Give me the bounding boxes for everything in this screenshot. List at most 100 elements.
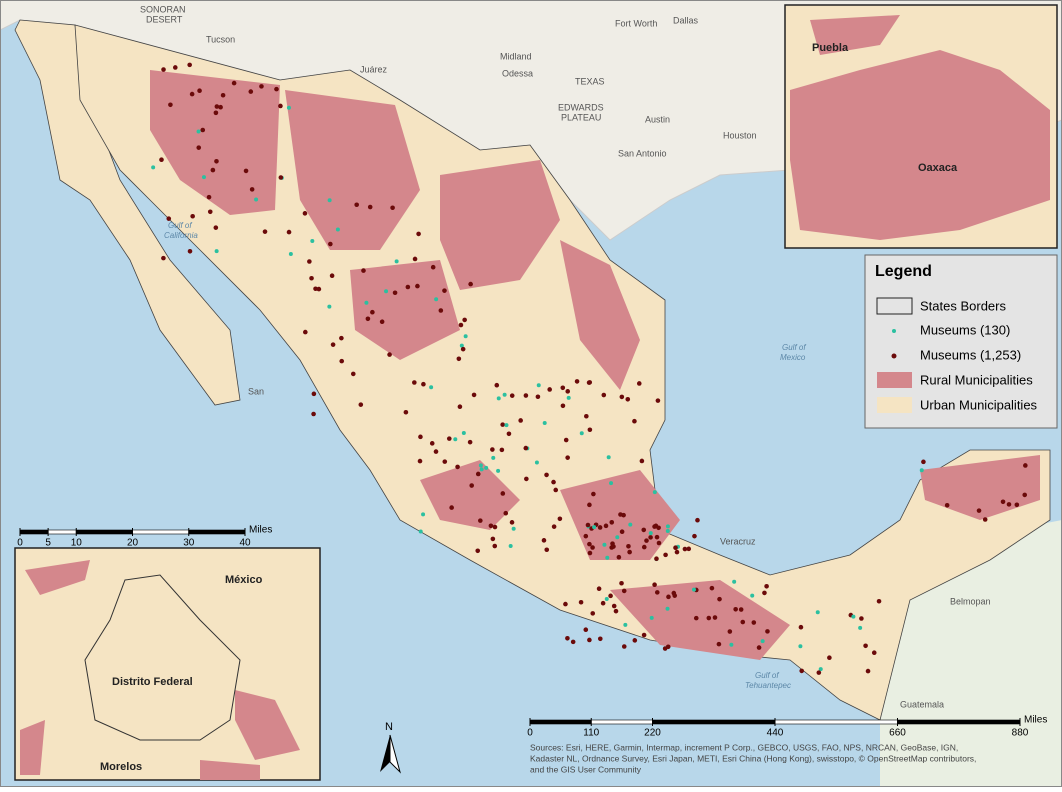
- scale-segment: [897, 719, 1021, 725]
- museum-point-small: [421, 512, 426, 517]
- museum-point: [328, 241, 333, 247]
- museum-point: [313, 286, 318, 292]
- attribution: Kadaster NL, Ordnance Survey, Esri Japan…: [530, 753, 976, 763]
- museum-point: [627, 549, 632, 555]
- museum-point: [303, 329, 308, 335]
- scale-unit: Miles: [249, 525, 272, 536]
- place-label: Dallas: [673, 15, 699, 25]
- scale-label: 110: [583, 728, 599, 739]
- museum-point-small: [534, 460, 539, 465]
- museum-point: [686, 546, 692, 552]
- museum-point-small: [602, 542, 607, 547]
- museum-point: [587, 637, 592, 643]
- museum-point: [213, 225, 219, 230]
- museum-point: [618, 512, 623, 517]
- museum-point: [405, 284, 411, 290]
- museum-point: [585, 522, 591, 528]
- museum-point: [403, 409, 409, 415]
- museum-point: [578, 599, 584, 605]
- museum-point-small: [429, 385, 434, 390]
- museum-point: [611, 603, 617, 609]
- scale-label: 40: [239, 538, 251, 549]
- museum-point-small: [364, 300, 369, 305]
- place-label: Guatemala: [900, 699, 944, 709]
- museum-point-small: [491, 455, 496, 460]
- museum-point: [412, 256, 418, 262]
- museum-point-small: [327, 304, 332, 309]
- scale-label: 5: [45, 538, 51, 549]
- place-label: Juárez: [360, 64, 388, 74]
- museum-point: [442, 288, 447, 293]
- museum-point: [161, 255, 166, 261]
- museum-point: [587, 502, 592, 508]
- water-label: California: [164, 231, 198, 240]
- museum-point: [756, 645, 762, 650]
- museum-point: [613, 608, 619, 614]
- scale-label: 0: [17, 538, 23, 549]
- scale-label: 0: [527, 728, 533, 739]
- water-label: Gulf of: [782, 343, 806, 352]
- district-border: [84, 574, 241, 741]
- place-label: TEXAS: [575, 76, 605, 86]
- museum-point: [560, 385, 566, 391]
- museum-point-small: [851, 614, 856, 619]
- museum-point: [586, 380, 592, 385]
- museum-point: [499, 447, 505, 453]
- museum-point: [302, 211, 308, 216]
- scale-label: 10: [71, 538, 83, 549]
- museum-point-small: [649, 615, 654, 620]
- museum-point-small: [496, 396, 501, 401]
- museum-point-small: [623, 622, 628, 627]
- inset-cdmx: México Distrito Federal Morelos: [14, 547, 321, 781]
- museum-point: [560, 403, 566, 409]
- museum-point: [329, 273, 335, 279]
- inset-label: México: [225, 574, 263, 586]
- museum-point: [619, 580, 624, 586]
- museum-point: [1006, 502, 1012, 507]
- museum-point: [636, 381, 642, 386]
- museum-point: [462, 317, 467, 323]
- museum-point: [218, 104, 223, 110]
- museum-point: [665, 644, 671, 650]
- inset-label: Distrito Federal: [112, 676, 193, 688]
- museum-point-small: [566, 395, 571, 400]
- museum-point: [583, 533, 589, 539]
- rural-area: [440, 160, 560, 290]
- museum-point: [871, 650, 877, 656]
- place-label: Austin: [645, 114, 670, 124]
- museum-point-small: [615, 535, 620, 540]
- museum-point: [214, 104, 220, 109]
- museum-point-small: [579, 431, 584, 436]
- museum-point: [727, 629, 733, 634]
- museum-point-small: [750, 593, 755, 598]
- museum-point: [626, 544, 631, 549]
- museum-point: [590, 545, 595, 550]
- museum-point: [243, 168, 249, 174]
- museum-point-small: [691, 587, 696, 592]
- museum-point: [467, 439, 473, 445]
- scale-segment: [75, 529, 133, 535]
- museum-point: [654, 590, 660, 595]
- rural-area: [560, 240, 640, 390]
- museum-point-small: [606, 455, 611, 460]
- museum-point: [692, 533, 697, 539]
- place-label: DESERT: [146, 14, 183, 24]
- museum-point: [641, 632, 647, 638]
- museum-point: [583, 627, 589, 633]
- legend-label: Museums (1,253): [920, 347, 1021, 362]
- museum-point: [494, 382, 500, 388]
- museum-point: [600, 600, 606, 606]
- museum-point: [196, 145, 202, 150]
- museum-point: [249, 187, 255, 192]
- museum-point-small: [652, 490, 657, 495]
- museum-point: [339, 358, 345, 364]
- museum-point: [524, 476, 529, 482]
- place-label: Midland: [500, 51, 532, 61]
- museum-point-small: [327, 198, 332, 203]
- legend-swatch: [891, 353, 897, 359]
- museum-point: [751, 620, 757, 625]
- museum-point: [316, 286, 322, 292]
- museum-point: [492, 543, 498, 549]
- museum-point: [584, 413, 589, 419]
- rural-area: [285, 90, 420, 250]
